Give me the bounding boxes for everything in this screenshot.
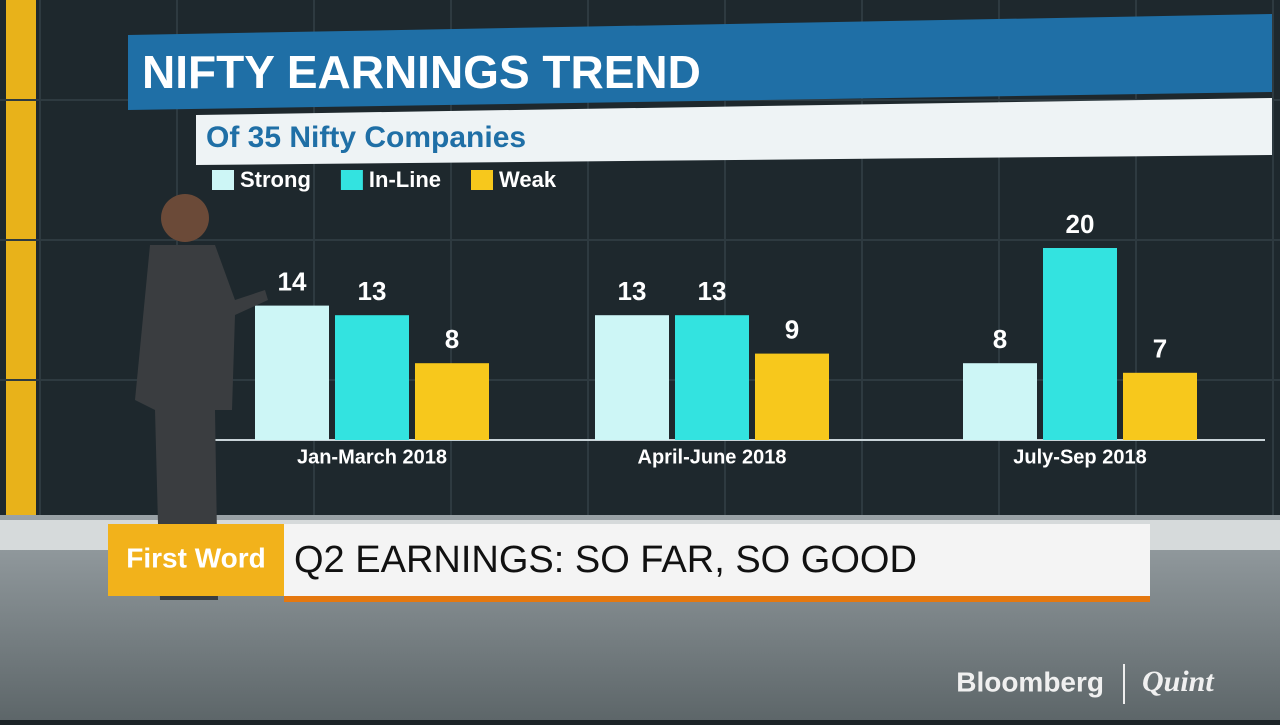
x-tick-label: Jan-March 2018 [297, 446, 447, 468]
tag-box [108, 524, 284, 596]
value-label: 9 [785, 314, 799, 344]
chart-title: NIFTY EARNINGS TREND [142, 46, 701, 98]
logo-partner: Quint [1142, 665, 1215, 698]
bar [755, 353, 829, 440]
bar [963, 363, 1037, 440]
value-label: 20 [1066, 209, 1095, 239]
banner-tag: First Word [126, 542, 265, 573]
value-label: 8 [993, 324, 1007, 354]
subtitle-band [196, 98, 1272, 165]
title-band [128, 14, 1272, 110]
headline-box [284, 524, 1150, 596]
banner-headline: Q2 EARNINGS: SO FAR, SO GOOD [294, 539, 917, 581]
bar [415, 363, 489, 440]
bar [255, 305, 329, 440]
x-tick-label: July-Sep 2018 [1013, 446, 1146, 468]
legend-label: In-Line [369, 167, 441, 192]
value-label: 13 [618, 276, 647, 306]
bar [1123, 372, 1197, 440]
legend-swatch [471, 170, 493, 190]
value-label: 14 [278, 266, 307, 296]
presenter [135, 194, 268, 600]
bar [1043, 248, 1117, 440]
legend-label: Strong [240, 167, 311, 192]
side-panel [6, 0, 36, 515]
legend: Strong In-Line Weak [212, 167, 557, 192]
headline-rule [284, 596, 1150, 602]
x-tick-label: April-June 2018 [638, 446, 787, 468]
value-label: 8 [445, 324, 459, 354]
bar [335, 315, 409, 440]
bar [675, 315, 749, 440]
value-label: 13 [358, 276, 387, 306]
chart-subtitle: Of 35 Nifty Companies [206, 121, 526, 154]
legend-swatch [340, 170, 363, 190]
value-label: 7 [1153, 334, 1167, 364]
bar [595, 315, 669, 440]
plot: 14 13 8 Jan-March 2018 13 13 9 April-June 2018 8… [215, 209, 1265, 468]
legend-label: Weak [499, 167, 557, 192]
legend-swatch [212, 170, 234, 190]
logo-brand: Bloomberg [956, 666, 1104, 697]
value-label: 13 [698, 276, 727, 306]
